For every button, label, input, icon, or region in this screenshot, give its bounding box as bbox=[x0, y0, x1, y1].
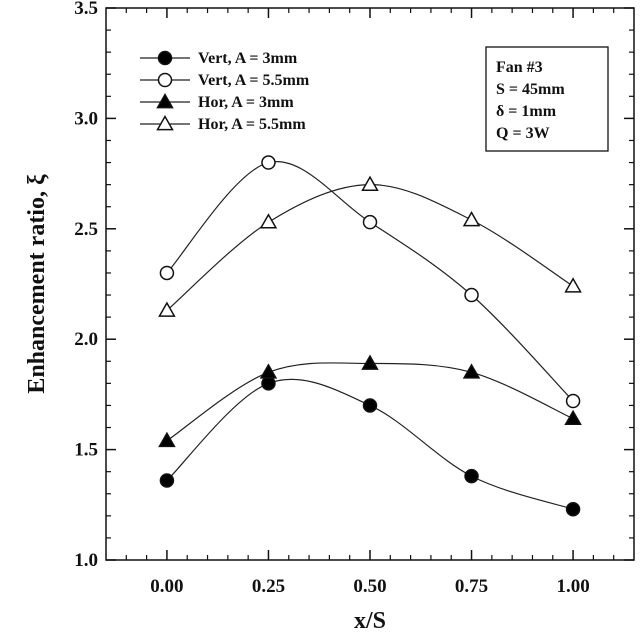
axis-ticks bbox=[106, 7, 634, 561]
data-point-series-2 bbox=[565, 393, 581, 409]
legend-marker bbox=[157, 50, 173, 66]
annotation-line: Fan #3 bbox=[496, 59, 543, 76]
data-point-series-1 bbox=[261, 376, 276, 391]
data-point-series-2 bbox=[362, 214, 378, 230]
legend-marker bbox=[156, 115, 174, 131]
annotation-line: δ = 1mm bbox=[496, 103, 557, 120]
legend-label: Hor, A = 3mm bbox=[198, 94, 294, 111]
x-tick-label: 0.00 bbox=[150, 576, 183, 597]
y-tick-label: 2.5 bbox=[74, 219, 98, 240]
x-tick-label: 0.25 bbox=[252, 576, 285, 597]
legend: Vert, A = 3mm Vert, A = 5.5mm Hor, A = 3mm… bbox=[140, 50, 310, 133]
legend-label: Vert, A = 5.5mm bbox=[198, 72, 310, 89]
data-point-series-4 bbox=[462, 210, 481, 227]
data-point-series-4 bbox=[361, 175, 379, 191]
data-point-series-1 bbox=[565, 501, 581, 517]
legend-label: Vert, A = 3mm bbox=[198, 50, 298, 67]
legend-marker bbox=[157, 72, 173, 88]
annotation-line: Q = 3W bbox=[496, 125, 550, 142]
y-tick-label: 2.0 bbox=[74, 329, 98, 350]
legend-marker bbox=[156, 93, 174, 109]
y-tick-label: 1.5 bbox=[74, 440, 98, 461]
data-point-series-2 bbox=[159, 265, 175, 281]
data-point-series-2 bbox=[464, 287, 479, 303]
series-line-4 bbox=[166, 183, 574, 311]
data-point-series-4 bbox=[158, 301, 176, 317]
x-tick-label: 1.00 bbox=[556, 576, 589, 597]
data-point-series-4 bbox=[259, 213, 278, 229]
series-curves bbox=[166, 160, 574, 510]
x-axis-title: x/S bbox=[354, 608, 386, 634]
series-markers bbox=[158, 155, 582, 517]
annotation-frame bbox=[485, 46, 609, 152]
y-axis-title: Enhancement ratio, ξ bbox=[24, 174, 50, 394]
y-tick-label: 1.0 bbox=[74, 550, 98, 571]
data-point-series-1 bbox=[159, 473, 175, 488]
x-tick-label: 0.75 bbox=[455, 576, 488, 597]
data-point-series-1 bbox=[362, 398, 378, 413]
x-tick-label: 0.50 bbox=[353, 576, 386, 597]
data-point-series-2 bbox=[261, 155, 276, 170]
data-point-series-1 bbox=[464, 468, 479, 484]
annotation-line: S = 45mm bbox=[496, 81, 565, 98]
data-point-series-3 bbox=[564, 409, 582, 426]
y-tick-label: 3.5 bbox=[74, 0, 98, 19]
data-point-series-3 bbox=[259, 363, 278, 379]
legend-label: Hor, A = 5.5mm bbox=[198, 116, 306, 133]
data-point-series-3 bbox=[462, 363, 481, 379]
annotation-box: Fan #3 S = 45mm δ = 1mm Q = 3W bbox=[485, 46, 609, 152]
data-point-series-4 bbox=[564, 277, 582, 293]
y-tick-label: 3.0 bbox=[74, 108, 98, 129]
data-point-series-3 bbox=[361, 354, 379, 370]
tick-labels: 1.0 1.5 2.0 2.5 3.0 3.5 0.00 0.25 0.50 0.75 1.00 bbox=[74, 0, 589, 597]
data-point-series-3 bbox=[158, 431, 176, 448]
